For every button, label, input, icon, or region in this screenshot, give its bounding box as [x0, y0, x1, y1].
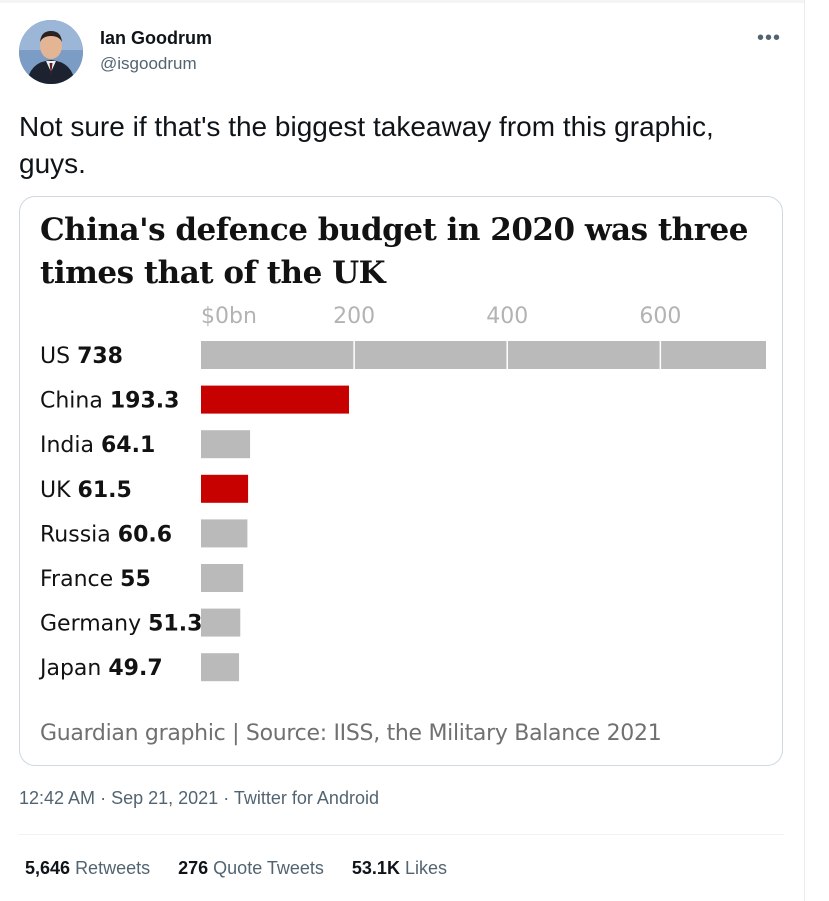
x-tick-label: 400: [486, 304, 528, 329]
category-label: UK 61.5: [40, 478, 132, 503]
x-tick-label: 600: [639, 304, 681, 329]
value-label: 61.5: [78, 478, 132, 503]
value-label: 64.1: [101, 433, 155, 458]
value-label: 738: [77, 344, 123, 369]
more-dots-icon[interactable]: •••: [756, 27, 781, 49]
value-label: 60.6: [118, 522, 172, 547]
bar-germany: [201, 608, 241, 637]
x-tick-label: $0bn: [201, 304, 257, 329]
tweet-date[interactable]: Sep 21, 2021: [111, 788, 219, 808]
tweet-client[interactable]: Twitter for Android: [233, 788, 379, 808]
bar-russia: [201, 519, 248, 548]
bar-us: [201, 341, 766, 369]
likes-stat[interactable]: 53.1K Likes: [352, 858, 447, 879]
bar-chart: $0bn 200 400 600 US 738 China 193.3 India 64.1…: [38, 304, 766, 682]
category-label: India 64.1: [40, 433, 155, 458]
quote-tweets-count: 276: [178, 858, 209, 878]
category-label: Germany 51.3: [40, 612, 202, 637]
retweets-label: Retweets: [75, 858, 151, 878]
column-border: [804, 0, 805, 901]
top-border: [0, 0, 805, 3]
user-handle[interactable]: @isgoodrum: [100, 54, 197, 73]
category-name: India: [40, 433, 101, 458]
value-label: 49.7: [108, 656, 162, 681]
retweets-stat[interactable]: 5,646 Retweets: [25, 858, 150, 879]
category-label: US 738: [40, 344, 123, 369]
likes-count: 53.1K: [351, 858, 400, 878]
category-name: China: [40, 389, 110, 414]
tweet-time[interactable]: 12:42 AM: [19, 788, 96, 808]
x-tick-label: 200: [333, 304, 375, 329]
category-label: Japan 49.7: [38, 656, 163, 681]
bar-uk: [201, 474, 249, 503]
likes-label: Likes: [404, 858, 447, 878]
category-name: UK: [40, 478, 78, 503]
retweets-count: 5,646: [25, 858, 71, 878]
chart-source: Guardian graphic | Source: IISS, the Mil…: [40, 721, 662, 746]
meta-separator: ·: [223, 788, 230, 808]
value-label: 193.3: [110, 389, 180, 414]
bar-japan: [201, 653, 240, 682]
avatar-image: [19, 20, 83, 84]
tweet-text: Not sure if that's the biggest takeaway …: [19, 111, 714, 179]
display-name[interactable]: Ian Goodrum: [100, 28, 212, 48]
meta-separator: ·: [100, 788, 107, 808]
quote-tweets-stat[interactable]: 276 Quote Tweets: [178, 858, 324, 879]
category-label: China 193.3: [40, 389, 179, 414]
avatar[interactable]: [19, 20, 83, 84]
category-name: Japan: [38, 656, 108, 681]
bar-france: [201, 564, 244, 592]
bar-china: [201, 385, 349, 414]
chart-title: China's defence budget in 2020 was three…: [40, 212, 748, 291]
quote-tweets-label: Quote Tweets: [213, 858, 324, 878]
value-label: 51.3: [148, 612, 202, 637]
divider: [19, 834, 784, 835]
tweet-media-image[interactable]: China's defence budget in 2020 was three…: [19, 196, 783, 766]
bar-india: [201, 430, 251, 459]
category-name: Germany: [40, 612, 148, 637]
category-name: France: [40, 567, 120, 592]
value-label: 55: [120, 567, 151, 592]
tweet-stats: 5,646 Retweets 276 Quote Tweets 53.1K Li…: [25, 858, 447, 879]
tweet-meta: 12:42 AM · Sep 21, 2021 · Twitter for An…: [19, 788, 379, 809]
category-label: Russia 60.6: [40, 522, 172, 547]
category-name: Russia: [40, 522, 118, 547]
category-label: France 55: [40, 567, 151, 592]
category-name: US: [40, 344, 77, 369]
